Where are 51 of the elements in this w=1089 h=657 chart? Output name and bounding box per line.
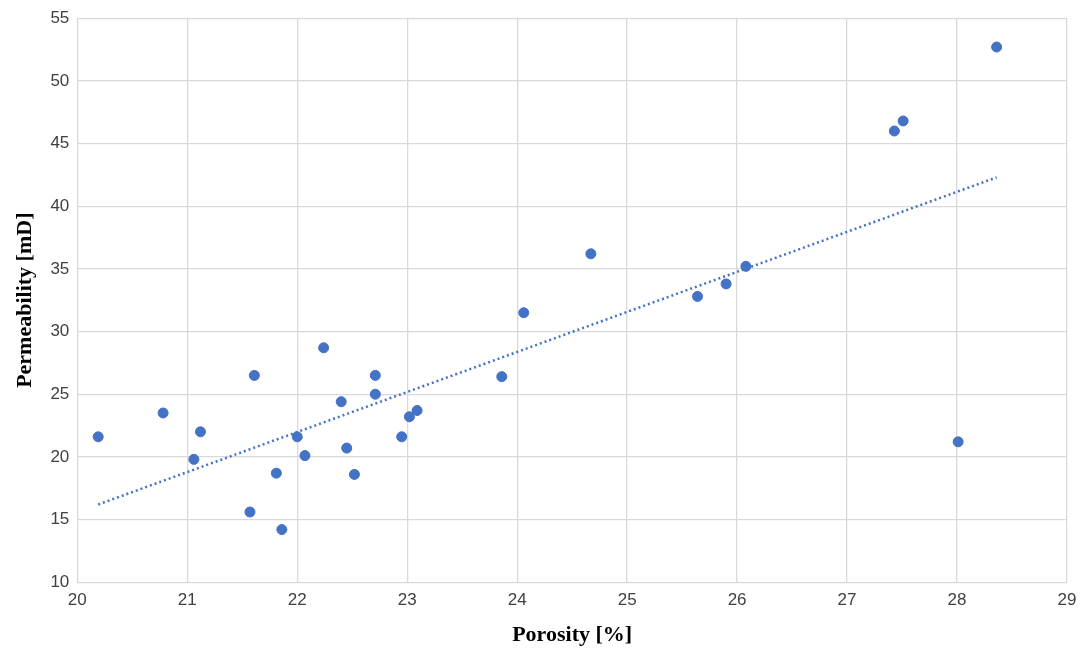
point bbox=[897, 115, 909, 127]
point bbox=[248, 369, 260, 381]
point bbox=[318, 342, 330, 354]
point bbox=[396, 431, 408, 443]
x-tick-label: 25 bbox=[617, 590, 637, 610]
y-tick-label: 15 bbox=[50, 509, 70, 529]
point bbox=[411, 404, 423, 416]
point bbox=[341, 442, 353, 454]
x-tick-label: 21 bbox=[177, 590, 197, 610]
point bbox=[740, 260, 752, 272]
point bbox=[348, 468, 360, 480]
point bbox=[518, 307, 530, 319]
point bbox=[496, 371, 508, 383]
point bbox=[720, 278, 732, 290]
point bbox=[270, 467, 282, 479]
y-tick-label: 30 bbox=[50, 321, 70, 341]
point bbox=[369, 369, 381, 381]
point bbox=[335, 396, 347, 408]
y-tick-label: 25 bbox=[50, 383, 70, 403]
y-tick-label: 20 bbox=[50, 446, 70, 466]
y-tick-label: 40 bbox=[50, 195, 70, 215]
x-axis-title: Porosity [%] bbox=[512, 621, 633, 647]
point bbox=[585, 248, 597, 260]
point bbox=[276, 524, 288, 536]
x-tick-label: 22 bbox=[287, 590, 307, 610]
point bbox=[369, 388, 381, 400]
y-tick-label: 55 bbox=[50, 7, 70, 27]
y-axis-title: Permeability [mD] bbox=[10, 212, 36, 388]
point bbox=[92, 431, 104, 443]
point bbox=[244, 506, 256, 518]
x-tick-label: 26 bbox=[727, 590, 747, 610]
x-tick-label: 24 bbox=[507, 590, 527, 610]
point bbox=[692, 290, 704, 302]
x-tick-label: 28 bbox=[947, 590, 967, 610]
point bbox=[291, 431, 303, 443]
point bbox=[299, 450, 311, 462]
y-tick-label: 10 bbox=[50, 571, 70, 591]
x-tick-label: 27 bbox=[837, 590, 857, 610]
x-tick-label: 23 bbox=[397, 590, 417, 610]
y-tick-label: 45 bbox=[50, 133, 70, 153]
point bbox=[188, 453, 200, 465]
point bbox=[403, 411, 415, 423]
point bbox=[157, 407, 169, 419]
x-tick-label: 29 bbox=[1057, 590, 1077, 610]
point bbox=[952, 436, 964, 448]
point bbox=[888, 125, 900, 137]
point bbox=[194, 426, 206, 438]
point bbox=[991, 41, 1003, 53]
y-tick-label: 50 bbox=[50, 70, 70, 90]
y-tick-label: 35 bbox=[50, 258, 70, 278]
x-tick-label: 20 bbox=[67, 590, 87, 610]
